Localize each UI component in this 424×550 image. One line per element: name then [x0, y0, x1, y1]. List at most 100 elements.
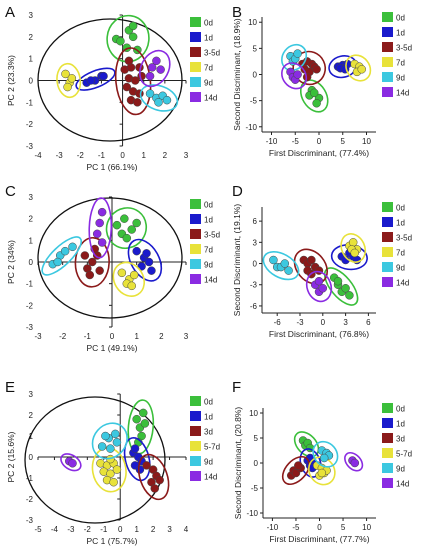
data-point — [85, 270, 95, 280]
y-axis-title: PC 2 (15.6%) — [6, 431, 16, 482]
legend-swatch — [382, 202, 393, 212]
y-tick-label: 0 — [29, 77, 34, 86]
series-14d — [344, 451, 364, 472]
data-point — [99, 71, 108, 81]
cluster-ellipse — [127, 238, 163, 282]
cluster-ellipse — [345, 54, 372, 82]
series-0d — [127, 399, 155, 455]
data-point — [111, 429, 120, 439]
y-tick-label: 3 — [253, 238, 258, 247]
series-7d — [340, 233, 367, 263]
legend-label: 9d — [204, 79, 213, 88]
y-axis-title: PC 2 (23.3%) — [6, 55, 16, 106]
data-point — [129, 270, 139, 280]
series-9d — [41, 236, 82, 276]
x-axis-title: First Discriminant, (76.8%) — [269, 329, 369, 339]
legend-swatch — [190, 62, 201, 72]
x-tick-label: 3 — [343, 318, 348, 327]
panel-D: D -6 -3 0 3 6 -6 -3 0 3 6 First Discriminant, (76.8… — [232, 183, 412, 339]
legend-label: 7d — [396, 59, 405, 68]
legend-swatch — [382, 12, 393, 22]
y-tick-label: 3 — [29, 11, 34, 20]
series-14d — [60, 453, 82, 472]
x-tick-label: 0 — [110, 332, 115, 341]
data-point — [120, 214, 129, 223]
legend-swatch — [190, 199, 201, 209]
x-tick-label: -10 — [266, 137, 278, 146]
data-point — [154, 98, 163, 107]
data-point — [357, 65, 366, 74]
data-point — [333, 276, 343, 286]
legend-label: 0d — [204, 398, 213, 407]
legend-label: 1d — [396, 219, 405, 228]
y-tick-label: -1 — [26, 280, 34, 289]
y-tick-label: -5 — [250, 97, 258, 106]
data-point — [147, 63, 157, 72]
data-point — [138, 408, 148, 418]
x-tick-label: 10 — [362, 523, 371, 532]
data-point — [155, 475, 164, 485]
legend-swatch — [382, 463, 393, 473]
data-point — [312, 65, 321, 74]
legend-swatch — [190, 259, 201, 269]
panel-C: C -3 -2 -1 0 1 2 3 -3 -2 -1 0 1 2 3 PC 1 (49.1%) PC 2 (3… — [5, 183, 220, 353]
y-tick-label: 2 — [29, 215, 34, 224]
legend-label: 14d — [204, 276, 217, 285]
data-point — [116, 36, 125, 46]
y-axis-title: PC 2 (34%) — [6, 240, 16, 284]
legend-swatch — [190, 92, 201, 102]
x-axis-title: PC 1 (75.7%) — [86, 536, 137, 546]
data-point — [142, 249, 151, 258]
data-point — [128, 21, 138, 31]
y-tick-label: 0 — [254, 459, 259, 468]
legend-swatch — [382, 277, 393, 287]
y-tick-label: 5 — [253, 44, 258, 53]
y-tick-label: 10 — [249, 409, 258, 418]
data-point — [312, 99, 321, 108]
series-9d — [139, 84, 179, 112]
cluster-ellipse — [262, 251, 300, 281]
cluster-ellipse — [281, 455, 311, 486]
x-tick-label: 5 — [341, 137, 346, 146]
legend: 0d 1d 3d 5-7d 9d 14d — [190, 396, 220, 482]
legend: 0d 1d 3-5d 7d 9d 14d — [382, 202, 412, 288]
data-point — [60, 246, 70, 256]
cluster-ellipse — [340, 233, 367, 263]
data-point — [145, 89, 155, 98]
data-point — [150, 484, 160, 493]
confidence-ellipse — [24, 396, 166, 524]
data-point — [61, 69, 70, 79]
x-tick-label: 6 — [366, 318, 371, 327]
data-point — [152, 56, 161, 66]
legend-label: 0d — [396, 405, 405, 414]
y-tick-label: 2 — [29, 411, 34, 420]
series-0d — [299, 79, 329, 113]
legend-swatch — [190, 32, 201, 42]
legend: 0d 1d 3d 5-7d 9d 14d — [382, 403, 412, 489]
legend: 0d 1d 3-5d 7d 9d 14d — [190, 199, 220, 285]
y-axis-title: Second Discriminant, (18.9%) — [232, 18, 242, 131]
x-axis-title: PC 1 (66.1%) — [86, 162, 137, 172]
series-5-7d — [308, 456, 336, 486]
data-point — [128, 32, 138, 42]
legend-swatch — [382, 478, 393, 488]
data-point — [132, 414, 141, 424]
data-point — [269, 255, 278, 265]
data-point — [124, 56, 134, 66]
data-point — [147, 266, 156, 275]
cluster-ellipse — [312, 440, 339, 468]
legend-swatch — [190, 426, 201, 436]
y-tick-label: -2 — [26, 495, 34, 504]
x-tick-label: 0 — [317, 523, 322, 532]
x-tick-label: -3 — [56, 151, 64, 160]
series-7d — [56, 62, 82, 99]
x-tick-label: -2 — [77, 151, 85, 160]
cluster-ellipse — [123, 437, 151, 482]
data-point — [318, 284, 328, 293]
data-point — [310, 88, 319, 98]
x-tick-label: -4 — [34, 151, 42, 160]
cluster-ellipse — [56, 62, 82, 99]
data-point — [112, 220, 122, 230]
data-point — [97, 442, 107, 451]
data-point — [307, 255, 316, 265]
